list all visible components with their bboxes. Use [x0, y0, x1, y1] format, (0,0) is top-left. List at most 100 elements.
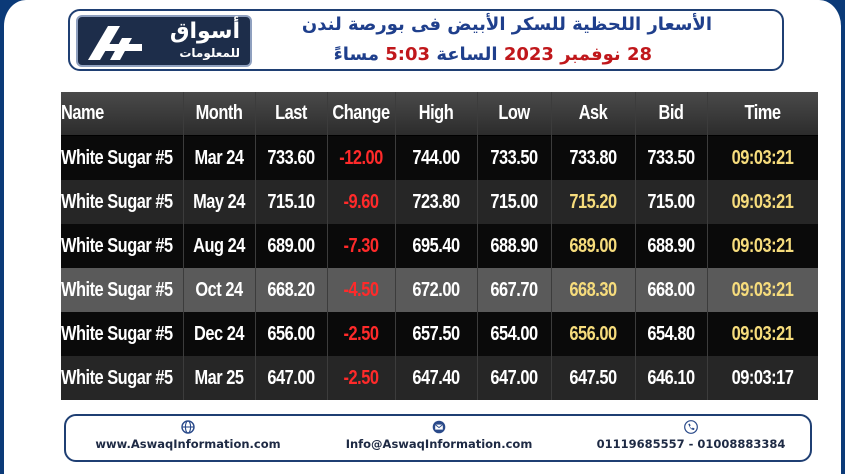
cell-month: Mar 24 [194, 146, 244, 169]
column-header-change: Change [332, 102, 390, 124]
table-row: White Sugar #5 Aug 24 689.00 -7.30 695.4… [61, 224, 818, 268]
column-header-month: Month [195, 102, 243, 124]
column-header-last: Last [275, 102, 307, 124]
cell-last: 668.20 [267, 278, 315, 301]
price-table: Name Month Last Change High Low Ask Bid … [61, 92, 818, 400]
column-divider [255, 92, 256, 400]
cell-name: White Sugar #5 [61, 146, 173, 169]
cell-ask: 656.00 [569, 322, 617, 345]
cell-time: 09:03:21 [731, 322, 794, 345]
column-divider [327, 92, 328, 400]
cell-last: 733.60 [267, 146, 315, 169]
column-divider [551, 92, 552, 400]
column-divider [477, 92, 478, 400]
page-subtitle-datetime: 28 نوفمبر 2023 الساعة 5:03 مساءً [334, 44, 652, 65]
cell-bid: 733.50 [647, 146, 695, 169]
cell-ask: 647.50 [569, 366, 617, 389]
cell-ask: 668.30 [569, 278, 617, 301]
table-row: White Sugar #5 Dec 24 656.00 -2.50 657.5… [61, 312, 818, 356]
cell-high: 647.40 [412, 366, 460, 389]
cell-ask: 733.80 [569, 146, 617, 169]
cell-high: 657.50 [412, 322, 460, 345]
cell-time: 09:03:21 [731, 190, 794, 213]
cell-change: -7.30 [343, 234, 379, 257]
column-header-low: Low [498, 102, 530, 124]
logo-brand-text: أسواق [169, 19, 240, 44]
table-row: White Sugar #5 May 24 715.10 -9.60 723.8… [61, 180, 818, 224]
cell-low: 647.00 [490, 366, 538, 389]
email-link[interactable]: Info@AswaqInformation.com [345, 437, 533, 451]
globe-icon [181, 420, 195, 434]
subtitle-date: 28 نوفمبر 2023 [503, 44, 652, 65]
cell-month: May 24 [193, 190, 245, 213]
cell-time: 09:03:17 [731, 366, 794, 389]
cell-last: 647.00 [267, 366, 315, 389]
logo-tagline-text: للمعلومات [179, 46, 240, 60]
website-link[interactable]: www.AswaqInformation.com [95, 437, 281, 451]
column-header-name: Name [61, 102, 104, 124]
cell-change: -4.50 [343, 278, 379, 301]
cell-low: 654.00 [490, 322, 538, 345]
footer-phones[interactable]: 01119685557 - 01008883384 [578, 420, 804, 451]
cell-bid: 654.80 [647, 322, 695, 345]
cell-change: -2.50 [343, 322, 379, 345]
cell-name: White Sugar #5 [61, 366, 173, 389]
cell-month: Oct 24 [195, 278, 243, 301]
table-row: White Sugar #5 Mar 25 647.00 -2.50 647.4… [61, 356, 818, 400]
cell-time: 09:03:21 [731, 146, 794, 169]
aswaq-logo: أسواق للمعلومات [76, 15, 252, 67]
cell-time: 09:03:21 [731, 278, 794, 301]
aswaq-logo-icon [88, 26, 142, 60]
cell-name: White Sugar #5 [61, 278, 173, 301]
cell-name: White Sugar #5 [61, 322, 173, 345]
subtitle-period: مساءً [333, 44, 379, 65]
cell-bid: 646.10 [647, 366, 695, 389]
cell-high: 695.40 [412, 234, 460, 257]
cell-low: 667.70 [490, 278, 538, 301]
cell-high: 723.80 [412, 190, 460, 213]
phone-numbers[interactable]: 01119685557 - 01008883384 [596, 437, 786, 451]
column-divider [707, 92, 708, 400]
cell-last: 689.00 [267, 234, 315, 257]
subtitle-time: 5:03 [385, 44, 431, 65]
cell-bid: 688.90 [647, 234, 695, 257]
cell-month: Aug 24 [193, 234, 245, 257]
footer-website[interactable]: www.AswaqInformation.com [78, 420, 298, 451]
column-divider [183, 92, 184, 400]
cell-low: 715.00 [490, 190, 538, 213]
cell-last: 656.00 [267, 322, 315, 345]
table-header-row: Name Month Last Change High Low Ask Bid … [61, 92, 818, 135]
column-header-high: High [418, 102, 454, 124]
cell-month: Dec 24 [194, 322, 244, 345]
contact-footer: www.AswaqInformation.com Info@AswaqInfor… [64, 414, 812, 462]
table-row: White Sugar #5 Oct 24 668.20 -4.50 672.0… [61, 268, 818, 312]
table-row: White Sugar #5 Mar 24 733.60 -12.00 744.… [61, 136, 818, 180]
header-banner: أسواق للمعلومات الأسعار اللحظية للسكر ال… [68, 9, 784, 71]
cell-low: 733.50 [490, 146, 538, 169]
column-divider [395, 92, 396, 400]
column-header-bid: Bid [658, 102, 684, 124]
cell-ask: 715.20 [569, 190, 617, 213]
column-header-ask: Ask [578, 102, 608, 124]
page-title: الأسعار اللحظية للسكر الأبيض فى بورصة لن… [301, 14, 712, 35]
cell-name: White Sugar #5 [61, 190, 173, 213]
cell-change: -2.50 [343, 366, 379, 389]
cell-ask: 689.00 [569, 234, 617, 257]
column-divider [635, 92, 636, 400]
cell-time: 09:03:21 [731, 234, 794, 257]
subtitle-hour-label: الساعة [436, 44, 498, 65]
email-icon [432, 420, 446, 434]
cell-high: 744.00 [412, 146, 460, 169]
cell-month: Mar 25 [194, 366, 244, 389]
phone-icon [684, 420, 698, 434]
cell-low: 688.90 [490, 234, 538, 257]
column-header-time: Time [744, 102, 781, 124]
cell-bid: 668.00 [647, 278, 695, 301]
cell-name: White Sugar #5 [61, 234, 173, 257]
cell-last: 715.10 [267, 190, 315, 213]
cell-bid: 715.00 [647, 190, 695, 213]
cell-change: -12.00 [339, 146, 383, 169]
cell-change: -9.60 [343, 190, 379, 213]
footer-email[interactable]: Info@AswaqInformation.com [328, 420, 550, 451]
